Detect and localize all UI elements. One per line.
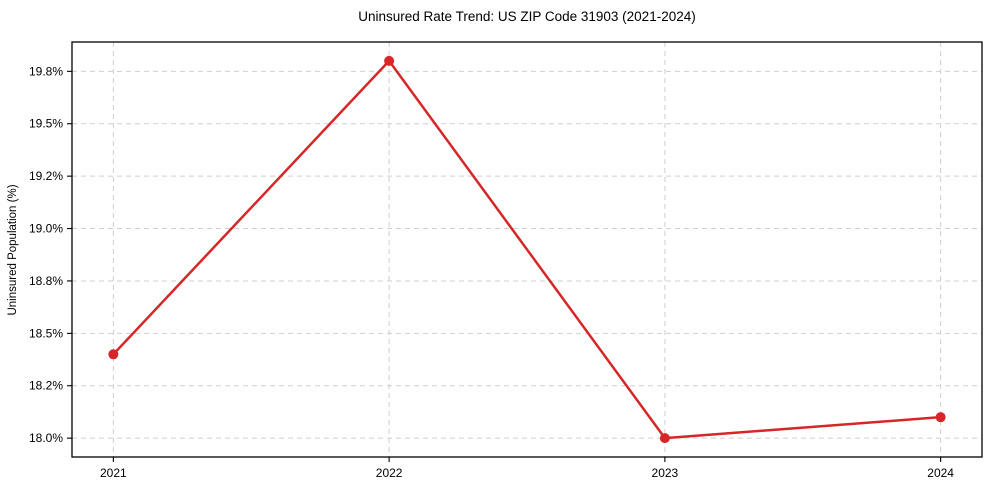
data-point-marker [659,433,670,444]
x-tick-label: 2024 [927,466,954,480]
axes-layer: 18.0% 18.2% 18.5% 18.8% 19.0% 19.2% 19.5% 19.8%… [29,41,983,480]
grid-layer [72,42,982,457]
y-tick-label: 19.0% [29,222,63,236]
data-point-marker [384,55,395,66]
plot-border [71,41,983,458]
y-tick-label: 19.5% [29,117,63,131]
y-tick-label: 18.8% [29,274,63,288]
y-tick-label: 18.2% [29,379,63,393]
x-tick-label: 2023 [652,466,679,480]
chart-title: Uninsured Rate Trend: US ZIP Code 31903 … [358,9,695,24]
y-tick-label: 18.5% [29,326,63,340]
y-axis-label: Uninsured Population (%) [7,184,19,315]
data-point-marker [935,412,946,423]
x-tick-label: 2022 [376,466,403,480]
x-tick-label: 2021 [100,466,127,480]
data-point-marker [108,349,119,360]
data-series-layer [108,55,946,444]
y-tick-label: 18.0% [29,431,63,445]
y-tick-label: 19.8% [29,64,63,78]
trend-line [112,59,942,440]
y-tick-label: 19.2% [29,169,63,183]
